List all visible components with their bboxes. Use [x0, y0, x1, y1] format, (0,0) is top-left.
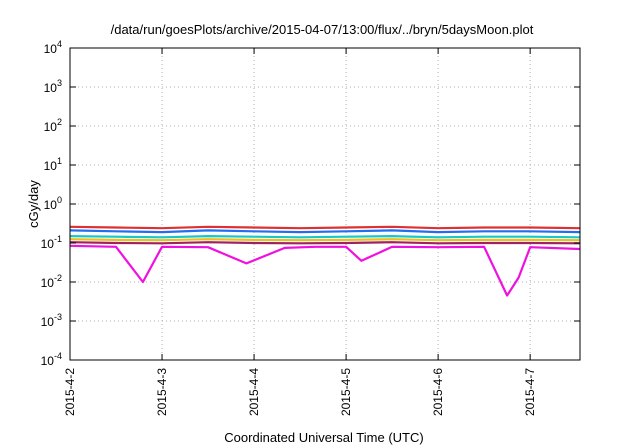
y-tick-label: 103	[44, 78, 62, 95]
y-tick-label: 104	[44, 39, 62, 56]
series-line-1	[69, 225, 581, 230]
series-lines	[69, 225, 581, 297]
y-tick-label: 101	[44, 156, 62, 173]
series-line-3	[69, 235, 581, 239]
chart-title: /data/run/goesPlots/archive/2015-04-07/1…	[111, 22, 534, 37]
y-tick-label: 10-3	[41, 312, 62, 329]
grid-lines	[70, 48, 580, 360]
y-axis-ticks: 10-4 10-3 10-2 10-1 100 101 102 103 104	[41, 39, 580, 368]
plot-frame	[69, 47, 581, 361]
x-axis-ticks: 2015-4-2 2015-4-3 2015-4-4 2015-4-5 2015-4-6…	[63, 48, 537, 416]
x-tick-label: 2015-4-6	[431, 368, 445, 416]
x-tick-label: 2015-4-3	[155, 368, 169, 416]
x-tick-label: 2015-4-4	[247, 368, 261, 416]
y-tick-label: 10-2	[41, 273, 62, 290]
y-tick-label: 102	[44, 117, 62, 134]
y-axis-label: cGy/day	[26, 180, 41, 228]
series-line-6	[69, 244, 581, 297]
y-tick-label: 10-1	[41, 234, 62, 251]
y-tick-label: 100	[44, 195, 62, 212]
y-tick-label: 10-4	[41, 351, 62, 368]
series-line-5	[69, 241, 581, 245]
series-line-4	[69, 238, 581, 242]
x-axis-label: Coordinated Universal Time (UTC)	[224, 430, 423, 445]
x-tick-label: 2015-4-2	[63, 368, 77, 416]
series-line-2	[69, 229, 581, 234]
x-tick-label: 2015-4-7	[523, 368, 537, 416]
x-tick-label: 2015-4-5	[339, 368, 353, 416]
